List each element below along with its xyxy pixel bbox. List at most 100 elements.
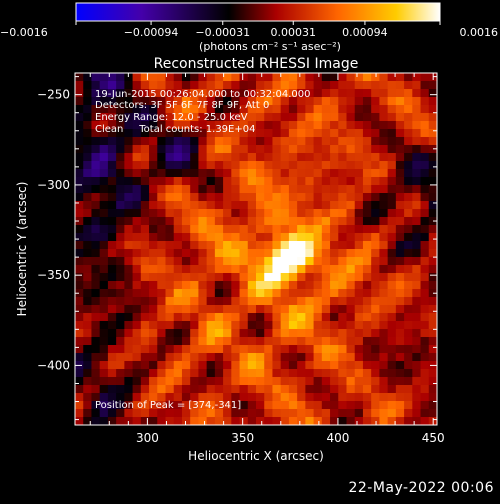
heatmap-cell: [346, 257, 356, 266]
heatmap-cell: [173, 409, 183, 418]
heatmap-cell: [214, 249, 224, 258]
heatmap-cell: [75, 217, 84, 226]
heatmap-cell: [379, 417, 389, 426]
heatmap-cell: [190, 201, 199, 210]
x-axis: 300 350 400 450: [89, 73, 445, 445]
heatmap-cell: [149, 281, 158, 290]
heatmap-cell: [404, 169, 413, 178]
heatmap-cell: [404, 209, 413, 218]
heatmap-cell: [231, 409, 240, 418]
heatmap-cell: [330, 161, 339, 170]
heatmap-cell: [165, 161, 175, 170]
heatmap-cell: [379, 273, 389, 282]
heatmap-cell: [223, 209, 232, 218]
heatmap-cell: [107, 233, 117, 242]
heatmap-cell: [272, 89, 282, 98]
heatmap-cell: [231, 313, 240, 322]
heatmap-cell: [165, 281, 175, 290]
heatmap-cell: [214, 385, 224, 394]
heatmap-cell: [297, 217, 306, 226]
heatmap-cell: [107, 105, 117, 114]
heatmap-cell: [198, 401, 208, 410]
heatmap-cell: [321, 241, 331, 250]
heatmap-cell: [107, 177, 117, 186]
heatmap-cell: [149, 385, 158, 394]
heatmap-cell: [75, 241, 84, 250]
heatmap-cell: [395, 337, 405, 346]
heatmap-cell: [354, 353, 364, 362]
heatmap-cell: [387, 201, 397, 210]
heatmap-cell: [264, 89, 273, 98]
heatmap-cell: [420, 385, 430, 394]
heatmap-cell: [288, 385, 298, 394]
heatmap-cell: [420, 193, 430, 202]
heatmap-cell: [330, 289, 339, 298]
heatmap-cell: [321, 161, 331, 170]
heatmap-cell: [420, 209, 430, 218]
heatmap-cell: [338, 217, 347, 226]
heatmap-cell: [149, 273, 158, 282]
heatmap-cell: [354, 385, 364, 394]
heatmap-cell: [181, 161, 191, 170]
heatmap-cell: [190, 249, 199, 258]
heatmap-cell: [206, 145, 216, 154]
heatmap-cell: [91, 185, 101, 194]
heatmap-cell: [288, 289, 298, 298]
heatmap-cell: [239, 273, 249, 282]
heatmap-cell: [321, 321, 331, 330]
heatmap-cell: [181, 377, 191, 386]
heatmap-cell: [231, 249, 240, 258]
heatmap-cell: [272, 289, 282, 298]
heatmap-cell: [198, 289, 208, 298]
heatmap-cell: [288, 417, 298, 426]
heatmap-cell: [395, 313, 405, 322]
heatmap-cell: [280, 73, 290, 82]
heatmap-cell: [371, 169, 380, 178]
heatmap-cell: [297, 73, 306, 82]
heatmap-cell: [428, 305, 438, 314]
heatmap-cell: [321, 89, 331, 98]
heatmap-cell: [280, 265, 290, 274]
heatmap-cell: [75, 337, 84, 346]
heatmap-cell: [420, 153, 430, 162]
heatmap-cell: [362, 385, 372, 394]
heatmap-cell: [214, 73, 224, 82]
heatmap-cell: [149, 401, 158, 410]
heatmap-cell: [140, 129, 150, 138]
heatmap-cell: [264, 185, 273, 194]
heatmap-cell: [75, 297, 84, 306]
heatmap-cell: [231, 257, 240, 266]
heatmap-cell: [379, 321, 389, 330]
heatmap-cell: [206, 177, 216, 186]
heatmap-cell: [256, 297, 265, 306]
heatmap-cell: [330, 361, 339, 370]
heatmap-cell: [157, 105, 166, 114]
heatmap-cell: [404, 289, 413, 298]
heatmap-cell: [157, 281, 166, 290]
plot-frame: [74, 72, 438, 426]
heatmap-cell: [107, 361, 117, 370]
heatmap-cell: [149, 329, 158, 338]
heatmap-cell: [190, 369, 199, 378]
heatmap-cell: [214, 105, 224, 114]
heatmap-cell: [247, 169, 257, 178]
heatmap-cell: [223, 105, 232, 114]
heatmap-cell: [149, 201, 158, 210]
heatmap-cell: [91, 161, 101, 170]
heatmap-cell: [99, 81, 109, 90]
heatmap-cell: [256, 137, 265, 146]
heatmap-cell: [75, 137, 84, 146]
heatmap-cell: [264, 137, 273, 146]
heatmap-cell: [116, 129, 125, 138]
heatmap-cell: [149, 177, 158, 186]
heatmap-cell: [395, 377, 405, 386]
heatmap-cell: [157, 233, 166, 242]
heatmap-cell: [239, 353, 249, 362]
heatmap-cell: [264, 417, 273, 426]
heatmap-cell: [214, 113, 224, 122]
heatmap-cell: [395, 185, 405, 194]
heatmap-cell: [330, 233, 339, 242]
heatmap-cell: [173, 401, 183, 410]
heatmap-cell: [338, 249, 347, 258]
heatmap-cell: [330, 201, 339, 210]
